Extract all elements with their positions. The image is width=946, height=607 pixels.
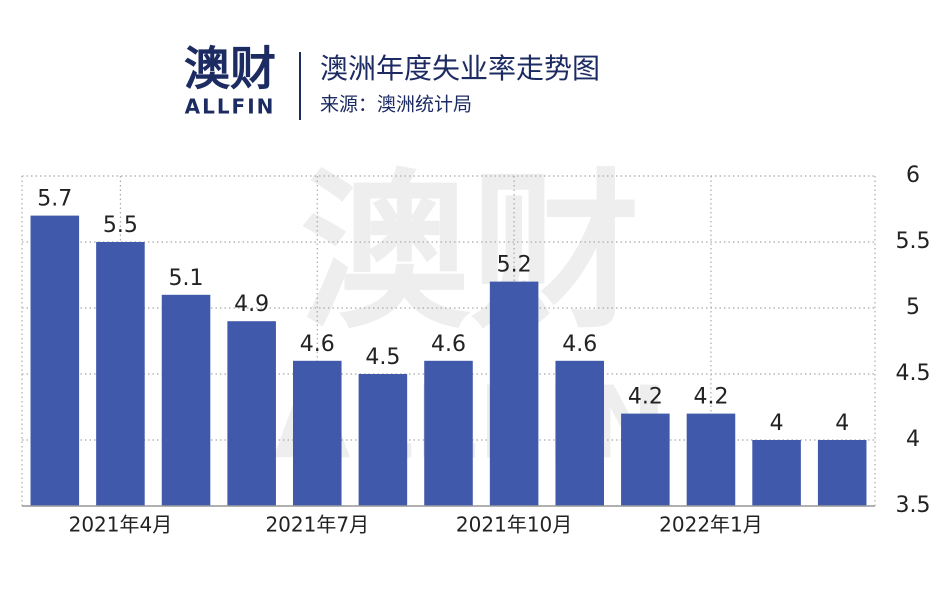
bar: [227, 321, 276, 506]
bar: [424, 360, 473, 506]
x-tick-label: 2021年4月: [69, 513, 173, 537]
bar: [292, 360, 342, 506]
x-tick-label: 2021年7月: [265, 513, 369, 537]
watermark-logo: 澳财: [300, 154, 640, 352]
bar: [686, 413, 736, 506]
bar: [30, 215, 80, 506]
value-label: 4.9: [234, 292, 269, 317]
value-label: 5.5: [103, 213, 138, 238]
bar: [555, 360, 605, 506]
value-label: 5.1: [169, 266, 204, 291]
bar: [161, 294, 211, 506]
x-tick-label: 2021年10月: [456, 513, 572, 537]
value-label: 5.2: [497, 253, 532, 278]
value-label: 4.6: [300, 332, 335, 357]
y-tick-label: 5.5: [896, 229, 931, 254]
value-label: 4.2: [693, 385, 728, 410]
chart-title: 澳洲年度失业率走势图: [320, 52, 600, 85]
x-tick-label: 2022年1月: [659, 513, 763, 537]
bar: [358, 374, 408, 506]
value-label: 5.7: [37, 187, 72, 212]
y-tick-label: 4: [906, 427, 920, 452]
bar: [752, 440, 801, 506]
bar: [489, 281, 539, 506]
bar: [96, 242, 145, 506]
value-label: 4.6: [562, 332, 597, 357]
logo-sub: ALLFIN: [185, 95, 276, 119]
value-label: 4: [770, 411, 784, 436]
y-tick-label: 4.5: [896, 361, 931, 386]
value-label: 4: [835, 411, 849, 436]
y-tick-label: 3.5: [896, 493, 931, 518]
value-label: 4.2: [628, 385, 663, 410]
value-label: 4.5: [365, 345, 400, 370]
y-tick-label: 5: [906, 295, 920, 320]
bar: [817, 440, 867, 506]
bar: [621, 413, 670, 506]
logo: 澳财: [184, 42, 276, 96]
value-label: 4.6: [431, 332, 466, 357]
chart-subtitle: 来源：澳洲统计局: [320, 94, 472, 116]
y-tick-label: 6: [906, 163, 920, 188]
